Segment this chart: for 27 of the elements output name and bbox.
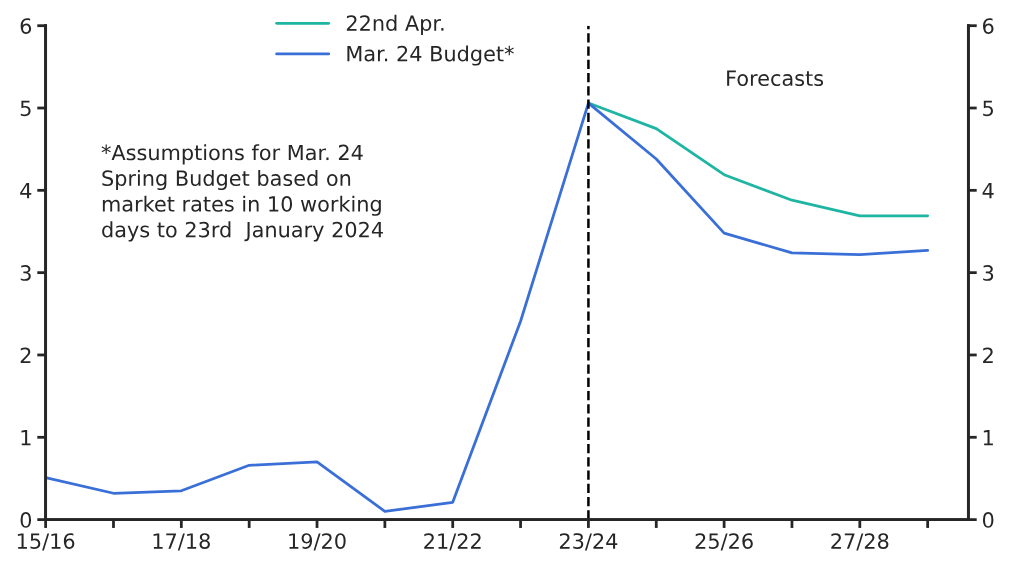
annotation: *Assumptions for Mar. 24 Spring Budget based on market rates in 10 working days to 23rd January 2024 <box>101 144 383 242</box>
x-tick-label: 21/22 <box>424 533 481 551</box>
y-tick-label: 3 <box>20 265 31 281</box>
annotation: Forecasts <box>727 70 824 87</box>
y-tick-label: 4 <box>20 183 32 199</box>
legend-label: 22nd Apr. <box>346 14 444 35</box>
y-tick-label: 6 <box>20 18 32 34</box>
x-tick-label: 23/24 <box>559 533 618 551</box>
y2-tick-label: 6 <box>983 18 994 34</box>
y2-tick-label: 3 <box>983 265 994 281</box>
y-tick-label: 0 <box>20 512 32 528</box>
x-tick-label: 27/28 <box>831 533 889 551</box>
x-tick-label: 19/20 <box>289 533 346 551</box>
y-tick-label: 2 <box>20 347 31 363</box>
y2-tick-label: 4 <box>982 183 994 199</box>
y-tick-label: 5 <box>20 100 31 117</box>
y2-tick-label: 5 <box>983 100 993 117</box>
line-series <box>45 101 930 513</box>
x-tick-label: 25/26 <box>695 533 753 551</box>
line-series <box>587 101 930 218</box>
legend-label: Mar. 24 Budget* <box>347 45 514 66</box>
y2-tick-label: 0 <box>982 512 994 528</box>
y2-tick-label: 2 <box>983 347 993 363</box>
x-tick-label: 17/18 <box>153 533 210 551</box>
x-tick-label: 15/16 <box>17 533 75 551</box>
y2-tick-label: 1 <box>983 430 993 446</box>
y-tick-label: 1 <box>21 430 31 446</box>
